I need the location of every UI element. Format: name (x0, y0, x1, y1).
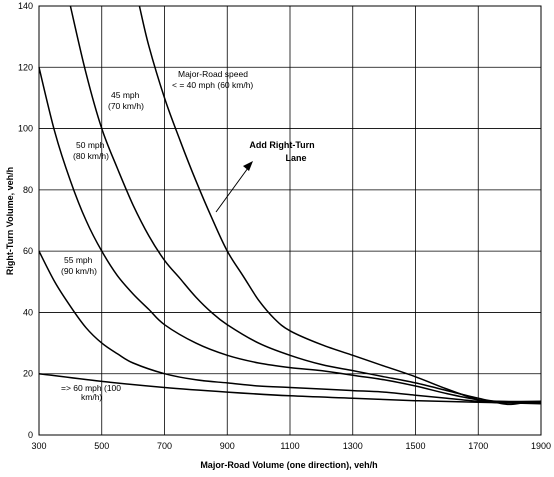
y-tick-label: 80 (23, 185, 33, 195)
speed-45-label-line1: 45 mph (111, 90, 140, 100)
x-tick-label: 1500 (405, 441, 425, 451)
add-lane-arrow-head (243, 161, 253, 171)
y-tick-label: 60 (23, 246, 33, 256)
speed-50-label-line2: (80 km/h) (73, 151, 109, 161)
x-tick-label: 1900 (531, 441, 551, 451)
y-tick-label: 120 (18, 62, 33, 72)
series-lines (38, 5, 542, 406)
y-tick-label: 0 (28, 430, 33, 440)
x-axis-title: Major-Road Volume (one direction), veh/h (200, 460, 377, 470)
y-tick-label: 100 (18, 124, 33, 134)
speed-40-label-line2: < = 40 mph (60 km/h) (172, 80, 253, 90)
speed-40-label-line1: Major-Road speed (178, 69, 248, 79)
x-tick-label: 300 (31, 441, 46, 451)
speed-60-label-line2: km/h) (81, 392, 102, 402)
x-tick-label: 1700 (468, 441, 488, 451)
grid (38, 5, 542, 436)
y-tick-labels: 0 20 40 60 80 100 120 140 (18, 1, 33, 440)
plot-frame (38, 5, 542, 436)
add-lane-label-line1: Add Right-Turn (249, 140, 314, 150)
speed-60-label-line1: => 60 mph (100 (61, 383, 121, 393)
y-tick-label: 40 (23, 307, 33, 317)
speed-45-label-line2: (70 km/h) (108, 101, 144, 111)
y-axis-title: Right-Turn Volume, veh/h (5, 167, 15, 275)
x-tick-label: 700 (157, 441, 172, 451)
add-lane-arrow-shaft (215, 167, 249, 213)
series-line-60mph (38, 372, 542, 405)
x-tick-label: 1300 (343, 441, 363, 451)
series-line-50mph (38, 67, 542, 404)
y-tick-label: 20 (23, 369, 33, 379)
x-tick-labels: 300 500 700 900 1100 1300 1500 1700 1900 (31, 441, 551, 451)
speed-55-label-line2: (90 km/h) (61, 266, 97, 276)
x-tick-label: 1100 (280, 441, 299, 451)
speed-50-label-line1: 50 mph (76, 140, 105, 150)
x-tick-label: 500 (94, 441, 109, 451)
series-line-45mph (69, 5, 542, 403)
speed-55-label-line1: 55 mph (64, 255, 93, 265)
series-line-55mph (38, 250, 542, 404)
y-tick-label: 140 (18, 1, 33, 11)
add-lane-label-line2: Lane (285, 153, 306, 163)
x-tick-label: 900 (220, 441, 235, 451)
